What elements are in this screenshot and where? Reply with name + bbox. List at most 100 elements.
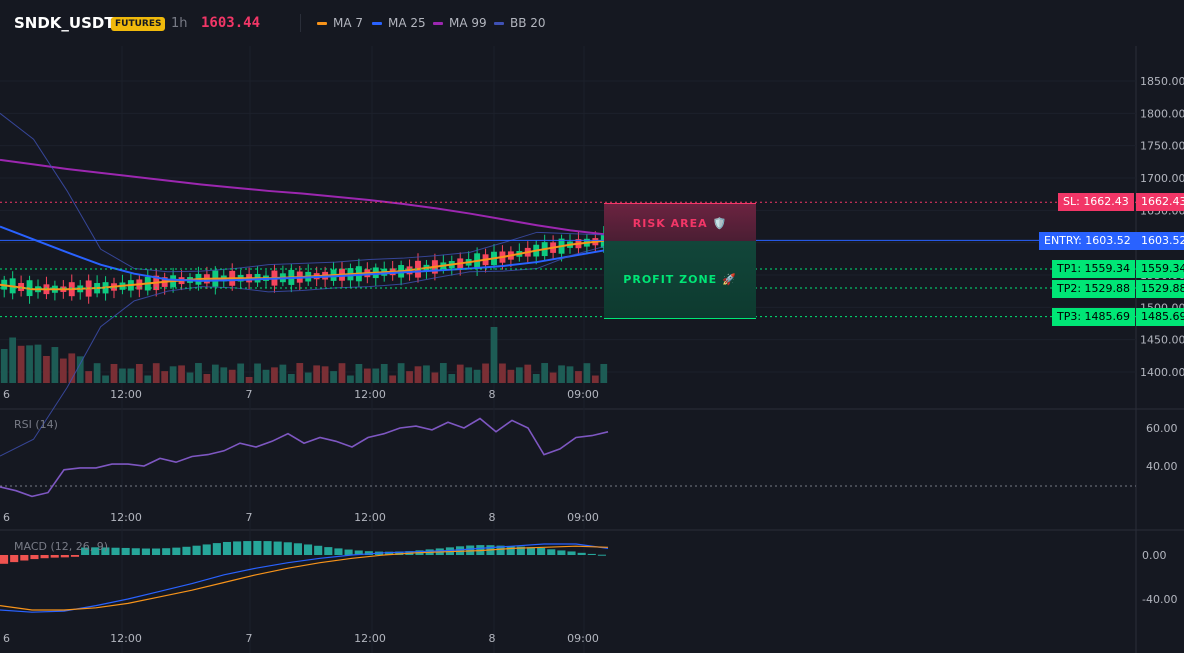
macd-histogram-bar bbox=[243, 541, 252, 555]
macd-histogram-bar bbox=[314, 545, 323, 555]
rsi-label: RSI (14) bbox=[14, 418, 58, 431]
macd-histogram-bar bbox=[60, 555, 69, 558]
volume-bar bbox=[59, 358, 67, 383]
volume-bar bbox=[279, 364, 287, 383]
macd-histogram-bar bbox=[496, 545, 505, 555]
volume-bar bbox=[9, 337, 17, 383]
volume-bar bbox=[17, 345, 25, 383]
legend-bb20[interactable]: BB 20 bbox=[494, 16, 546, 30]
macd-histogram-bar bbox=[121, 547, 130, 555]
price-tick-label: 1400.00 bbox=[1140, 366, 1184, 379]
macd-histogram-bar bbox=[10, 555, 19, 563]
macd-histogram-bar bbox=[212, 543, 221, 555]
macd-histogram-bar bbox=[577, 552, 586, 555]
risk-area-box[interactable]: RISK AREA 🛡️ bbox=[604, 203, 756, 242]
volume-bar bbox=[169, 366, 177, 383]
volume-bar bbox=[321, 366, 329, 383]
macd-histogram-bar bbox=[354, 550, 363, 555]
macd-histogram-bar bbox=[91, 547, 100, 555]
macd-label: MACD (12, 26, 9) bbox=[14, 540, 109, 553]
macd-histogram-bar bbox=[547, 549, 556, 555]
profit-zone-box[interactable]: PROFIT ZONE 🚀 bbox=[604, 241, 756, 319]
macd-histogram-bar bbox=[141, 548, 150, 555]
macd-histogram-bar bbox=[364, 551, 373, 555]
volume-bar bbox=[515, 367, 523, 383]
volume-bar bbox=[541, 363, 549, 383]
macd-histogram-bar bbox=[202, 544, 211, 555]
macd-histogram-bar bbox=[344, 549, 353, 555]
sl-price-label: 1662.43 bbox=[1136, 193, 1184, 211]
volume-bar bbox=[195, 363, 202, 383]
volume-bar bbox=[583, 363, 591, 383]
tp1-tag[interactable]: TP1: 1559.34 bbox=[1052, 260, 1136, 278]
time-tick-label: 09:00 bbox=[567, 632, 599, 645]
macd-histogram-bar bbox=[70, 555, 80, 557]
price-tick-label: 1850.00 bbox=[1140, 75, 1184, 88]
symbol-name[interactable]: SNDK_USDT bbox=[14, 14, 115, 32]
price-tick-label: 1750.00 bbox=[1140, 140, 1184, 153]
legend-label: MA 99 bbox=[449, 16, 487, 30]
volume-bar bbox=[102, 375, 109, 383]
time-tick-label: 12:00 bbox=[110, 632, 142, 645]
volume-bar bbox=[76, 356, 84, 383]
volume-bar bbox=[397, 363, 405, 383]
legend-label: BB 20 bbox=[510, 16, 546, 30]
level-lines bbox=[0, 201, 1136, 318]
ma-line-ma99 bbox=[0, 158, 605, 236]
time-tick-label: 7 bbox=[246, 388, 253, 401]
timeframe-selector[interactable]: 1h bbox=[171, 16, 188, 31]
time-tick-label: 12:00 bbox=[354, 388, 386, 401]
chart-header: SNDK_USDT FUTURES 1h 1603.44 MA 7 MA 25 … bbox=[0, 0, 1184, 46]
legend-ma25[interactable]: MA 25 bbox=[372, 16, 426, 30]
volume-bar bbox=[473, 369, 481, 383]
volume-bar bbox=[600, 363, 608, 383]
volume-bar bbox=[380, 364, 388, 383]
tp3-tag[interactable]: TP3: 1485.69 bbox=[1052, 308, 1136, 326]
legend-label: MA 25 bbox=[388, 16, 426, 30]
sl-tag[interactable]: SL: 1662.43 bbox=[1058, 193, 1134, 211]
price-tick-label: 1700.00 bbox=[1140, 172, 1184, 185]
macd-histogram-bar bbox=[172, 547, 181, 555]
volume-bar bbox=[499, 363, 506, 383]
volume-bar bbox=[423, 365, 430, 383]
price-tick-label: 1800.00 bbox=[1140, 107, 1184, 120]
legend-ma7[interactable]: MA 7 bbox=[317, 16, 363, 30]
volume-bar bbox=[575, 371, 582, 383]
volume-bar bbox=[85, 371, 93, 383]
volume-bar bbox=[178, 365, 185, 383]
moving-averages bbox=[0, 112, 605, 457]
macd-histogram-bar bbox=[30, 555, 39, 560]
volume-bar bbox=[254, 363, 261, 383]
volume-bar bbox=[532, 373, 540, 383]
ma-line-ma25 bbox=[0, 225, 605, 282]
axes: 1850.001800.001750.001700.001650.001600.… bbox=[3, 75, 1184, 645]
rsi-tick-label: 60.00 bbox=[1146, 422, 1178, 435]
macd-histogram-bar bbox=[557, 550, 566, 555]
volume-bar bbox=[456, 364, 464, 383]
volume-bar bbox=[566, 366, 574, 383]
macd-histogram-bar bbox=[152, 548, 161, 555]
volume-bar bbox=[347, 375, 354, 383]
entry-tag[interactable]: ENTRY: 1603.52 bbox=[1039, 232, 1136, 250]
macd-histogram-bar bbox=[253, 540, 262, 555]
volume-bar bbox=[439, 363, 447, 383]
volume-bar bbox=[338, 363, 346, 383]
macd-histogram-bar bbox=[597, 554, 606, 556]
macd-histogram-bar bbox=[516, 546, 525, 555]
macd-histogram-bar bbox=[263, 541, 272, 555]
macd-histogram-bar bbox=[20, 555, 29, 561]
tp2-tag[interactable]: TP2: 1529.88 bbox=[1052, 280, 1136, 298]
macd-histogram-bar bbox=[506, 546, 515, 555]
macd-histogram-bar bbox=[111, 547, 120, 555]
macd-histogram-bar bbox=[233, 541, 242, 555]
legend-ma99[interactable]: MA 99 bbox=[433, 16, 487, 30]
volume-bar bbox=[68, 353, 76, 383]
volume-bar bbox=[591, 375, 599, 383]
volume-bar bbox=[271, 367, 278, 383]
futures-badge: FUTURES bbox=[111, 17, 166, 31]
tp1-price-label: 1559.34 bbox=[1136, 260, 1184, 278]
volume-bar bbox=[287, 373, 295, 383]
volume-bar bbox=[186, 372, 194, 383]
macd-histogram-bar bbox=[162, 548, 171, 555]
